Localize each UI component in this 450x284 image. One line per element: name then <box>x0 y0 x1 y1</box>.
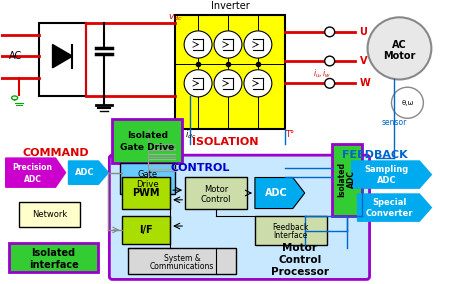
Text: ADC: ADC <box>377 176 396 185</box>
Circle shape <box>244 70 272 97</box>
Circle shape <box>214 31 242 58</box>
Text: ADC: ADC <box>265 188 287 198</box>
Circle shape <box>184 31 212 58</box>
Circle shape <box>368 17 432 80</box>
Polygon shape <box>255 178 305 208</box>
Text: U: U <box>360 27 368 37</box>
Circle shape <box>244 31 272 58</box>
FancyBboxPatch shape <box>39 23 86 96</box>
Text: AC: AC <box>9 51 22 61</box>
FancyBboxPatch shape <box>122 178 170 208</box>
Text: FEEDBACK: FEEDBACK <box>342 150 407 160</box>
Text: Isolated: Isolated <box>32 248 76 258</box>
Text: Gate Drive: Gate Drive <box>120 143 174 152</box>
Polygon shape <box>358 194 432 221</box>
Text: Motor: Motor <box>282 243 317 253</box>
Text: Motor: Motor <box>204 185 228 194</box>
Text: Special: Special <box>372 198 407 207</box>
Text: AC: AC <box>392 39 407 49</box>
FancyBboxPatch shape <box>18 202 81 227</box>
Text: T°: T° <box>285 130 294 139</box>
FancyBboxPatch shape <box>332 143 362 216</box>
FancyBboxPatch shape <box>9 243 99 272</box>
FancyBboxPatch shape <box>112 119 182 163</box>
Text: PWM: PWM <box>132 188 160 198</box>
Polygon shape <box>68 161 108 184</box>
Text: V: V <box>360 56 367 66</box>
Circle shape <box>325 56 335 66</box>
FancyBboxPatch shape <box>255 216 327 245</box>
Text: Motor: Motor <box>383 51 416 61</box>
Text: $i_u,i_w$: $i_u,i_w$ <box>313 67 331 80</box>
Text: Interface: Interface <box>274 231 308 240</box>
Text: Network: Network <box>32 210 67 219</box>
Text: Isolated: Isolated <box>127 131 168 140</box>
Text: Communications: Communications <box>150 262 214 271</box>
Circle shape <box>325 78 335 88</box>
Text: ISOLATION: ISOLATION <box>192 137 258 147</box>
Circle shape <box>392 87 423 118</box>
FancyBboxPatch shape <box>122 216 170 243</box>
Text: CONTROL: CONTROL <box>171 163 230 173</box>
Polygon shape <box>53 45 72 68</box>
FancyBboxPatch shape <box>109 155 369 279</box>
Text: $i_{dc}$: $i_{dc}$ <box>184 129 196 141</box>
Polygon shape <box>6 158 66 187</box>
Text: COMMAND: COMMAND <box>22 148 89 158</box>
Circle shape <box>184 70 212 97</box>
Text: Sampling: Sampling <box>364 165 409 174</box>
Text: $v_{dc}$: $v_{dc}$ <box>168 12 183 22</box>
Text: Control: Control <box>201 195 231 204</box>
Text: Converter: Converter <box>366 209 413 218</box>
Text: Control: Control <box>278 255 321 265</box>
Text: Inverter: Inverter <box>211 1 249 11</box>
Text: System &: System & <box>164 254 201 263</box>
Circle shape <box>214 70 242 97</box>
Circle shape <box>325 27 335 37</box>
Text: θ,ω: θ,ω <box>401 100 414 106</box>
FancyBboxPatch shape <box>175 15 285 129</box>
Text: ADC: ADC <box>24 175 41 184</box>
Text: W: W <box>360 78 370 88</box>
Text: Processor: Processor <box>271 267 329 277</box>
FancyBboxPatch shape <box>185 178 247 208</box>
Text: Drive: Drive <box>136 180 158 189</box>
FancyBboxPatch shape <box>120 163 175 194</box>
FancyBboxPatch shape <box>128 248 236 273</box>
Text: Isolated
ADC: Isolated ADC <box>337 162 356 197</box>
Polygon shape <box>351 161 432 188</box>
Text: Gate: Gate <box>137 170 158 179</box>
Text: sensor: sensor <box>382 118 407 127</box>
Text: interface: interface <box>29 260 78 270</box>
Text: Precision: Precision <box>13 163 53 172</box>
Text: Feedback: Feedback <box>273 222 309 231</box>
Text: I/F: I/F <box>140 225 153 235</box>
Text: ADC: ADC <box>75 168 94 177</box>
